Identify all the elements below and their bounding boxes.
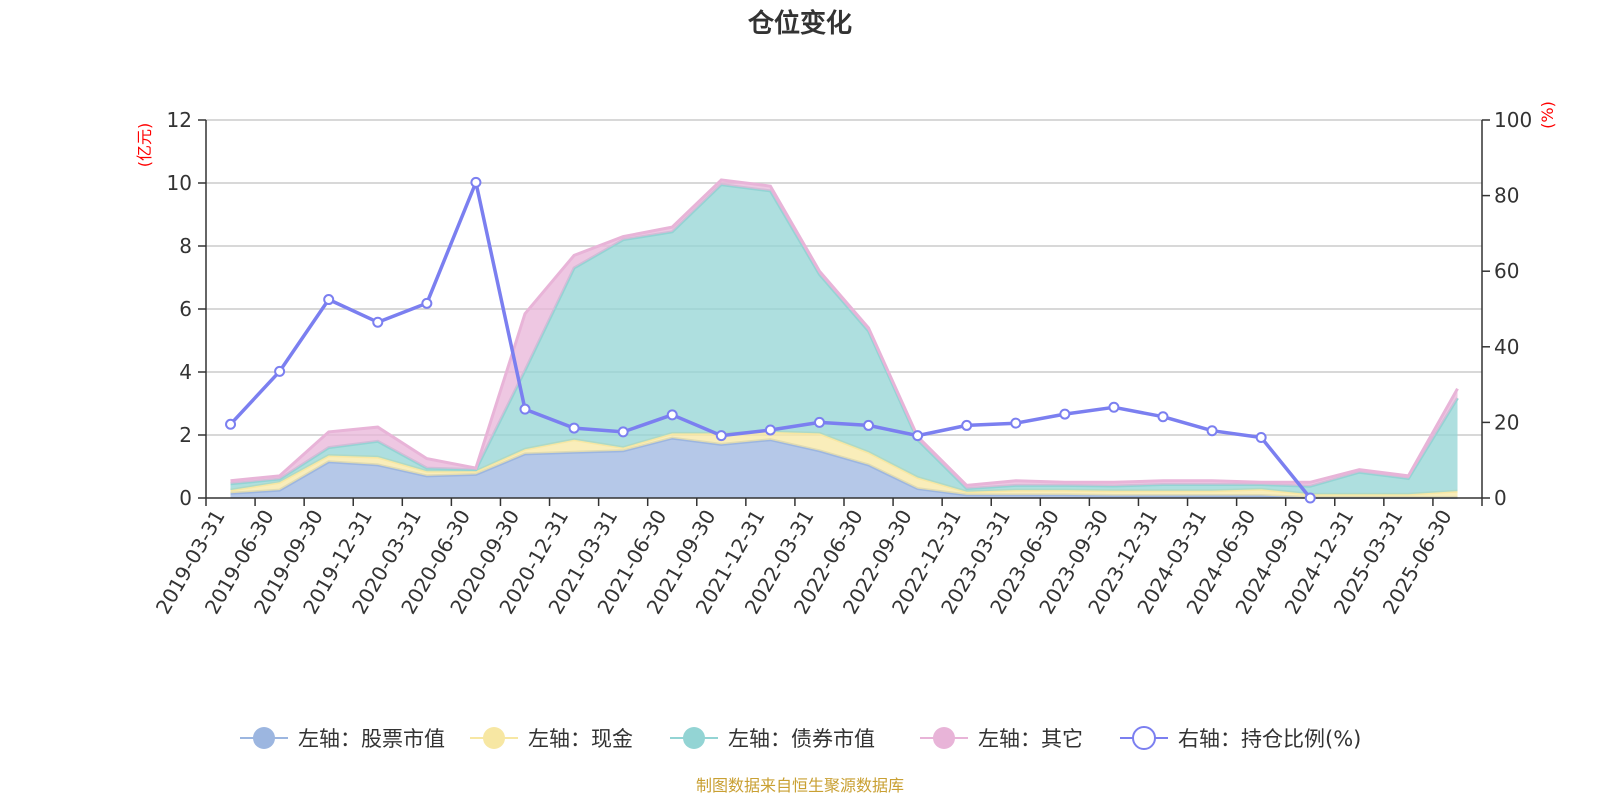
y-left-tick-label: 4 — [179, 360, 192, 384]
ratio-point — [1206, 425, 1218, 437]
legend-marker — [1132, 726, 1156, 750]
ratio-point — [666, 409, 678, 421]
ratio-point — [225, 418, 237, 430]
right-axis-unit: (%) — [1538, 101, 1557, 129]
legend-label: 左轴：股票市值 — [298, 727, 445, 751]
ratio-point — [1010, 417, 1022, 429]
ratio-point — [961, 419, 973, 431]
area-layer — [230, 178, 1459, 499]
ratio-point — [372, 316, 384, 328]
area-series — [230, 184, 1458, 495]
area-series-edge — [230, 178, 1459, 487]
ratio-point — [568, 422, 580, 434]
ratio-point — [813, 416, 825, 428]
legend-marker — [253, 727, 275, 749]
ratio-point — [1059, 408, 1071, 420]
y-left-tick-label: 8 — [179, 234, 192, 258]
ratio-point — [1255, 432, 1267, 444]
y-left-tick-label: 2 — [179, 423, 192, 447]
ratio-point — [617, 426, 629, 438]
y-right-tick-label: 40 — [1494, 335, 1519, 359]
legend-marker — [683, 727, 705, 749]
y-left-tick-label: 0 — [179, 486, 192, 510]
ratio-point — [323, 294, 335, 306]
legend-label: 左轴：其它 — [978, 727, 1083, 751]
y-right-tick-label: 100 — [1494, 108, 1532, 132]
ratio-point — [1108, 401, 1120, 413]
legend-label: 右轴：持仓比例(%) — [1178, 727, 1361, 751]
source-note: 制图数据来自恒生聚源数据库 — [696, 776, 904, 795]
ratio-point — [1157, 411, 1169, 423]
legend-label: 左轴：债券市值 — [728, 727, 875, 751]
y-right-tick-label: 80 — [1494, 184, 1519, 208]
legend-marker — [483, 727, 505, 749]
ratio-point — [519, 403, 531, 415]
left-axis-unit: (亿元) — [135, 123, 154, 168]
line-layer — [225, 176, 1316, 504]
ratio-point — [863, 419, 875, 431]
y-right-tick-label: 20 — [1494, 410, 1519, 434]
ratio-point — [421, 297, 433, 309]
legend[interactable]: 左轴：股票市值 左轴：现金 左轴：债券市值 左轴：其它 右轴：持仓比例(%) — [240, 726, 1361, 751]
chart-title: 仓位变化 — [747, 8, 852, 39]
ratio-point — [715, 430, 727, 442]
ratio-point — [470, 176, 482, 188]
y-right-tick-label: 0 — [1494, 486, 1507, 510]
area-series — [230, 438, 1458, 498]
ratio-point — [764, 424, 776, 436]
ratio-point — [912, 430, 924, 442]
ratio-point — [1304, 492, 1316, 504]
y-left-tick-label: 10 — [167, 171, 192, 195]
y-right-tick-label: 60 — [1494, 259, 1519, 283]
ratio-point — [274, 365, 286, 377]
legend-marker — [933, 727, 955, 749]
legend-label: 左轴：现金 — [528, 727, 633, 751]
y-left-tick-label: 6 — [179, 297, 192, 321]
y-left-tick-label: 12 — [167, 108, 192, 132]
